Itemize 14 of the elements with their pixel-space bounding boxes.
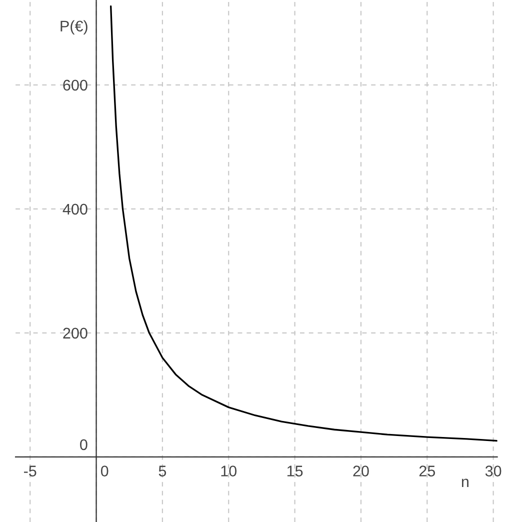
y-tick-label: 600: [63, 80, 88, 91]
x-tick-label: -5: [24, 466, 36, 476]
x-axis-title: n: [462, 478, 468, 487]
x-tick-label: 15: [287, 466, 303, 476]
y-tick-label: 400: [62, 204, 88, 215]
x-tick-label: 10: [221, 466, 237, 476]
x-tick-label: 20: [353, 466, 369, 476]
x-tick-label: 30: [485, 466, 502, 476]
y-axis-title: P(€): [60, 20, 88, 35]
y-tick-label: 200: [63, 328, 88, 339]
x-tick-label: 5: [158, 466, 166, 476]
x-tick-label: 0: [100, 466, 108, 476]
y-tick-label: 0: [80, 439, 88, 450]
x-tick-label: 25: [419, 466, 435, 476]
